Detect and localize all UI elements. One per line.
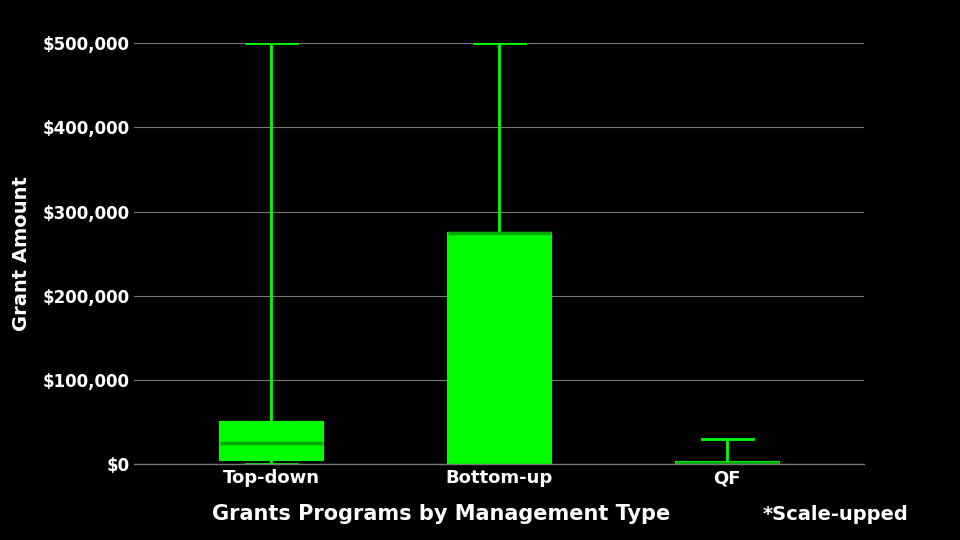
PathPatch shape [448, 233, 550, 464]
Text: Grants Programs by Management Type: Grants Programs by Management Type [212, 504, 671, 524]
Y-axis label: Grant Amount: Grant Amount [12, 177, 32, 331]
Text: *Scale-upped: *Scale-upped [762, 505, 908, 524]
PathPatch shape [676, 462, 779, 463]
PathPatch shape [220, 422, 323, 460]
